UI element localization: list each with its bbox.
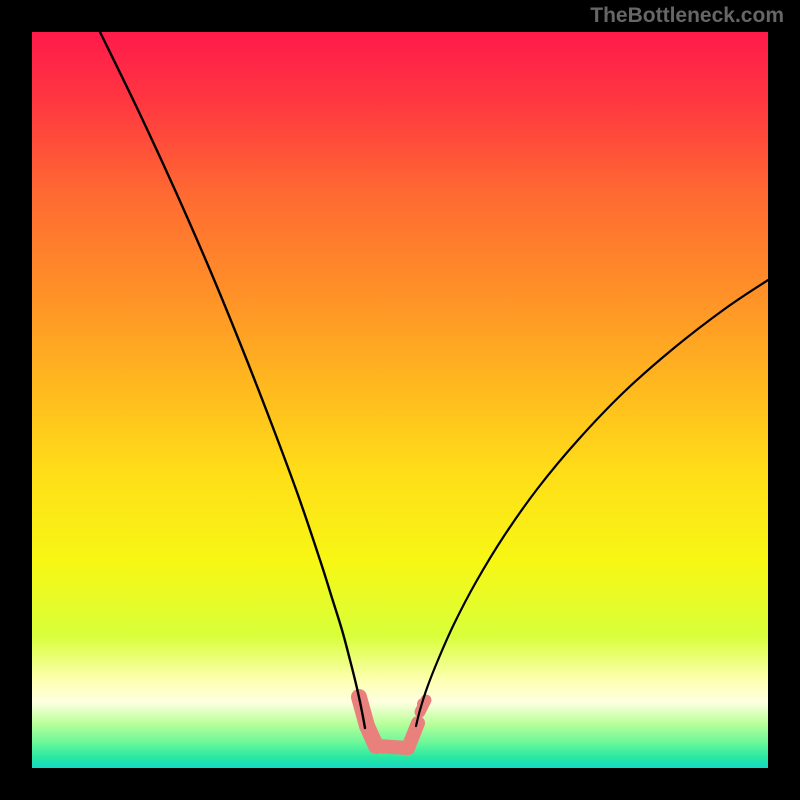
- watermark-text: TheBottleneck.com: [590, 4, 784, 28]
- gradient-background: [32, 32, 768, 768]
- plot-svg: [0, 0, 800, 800]
